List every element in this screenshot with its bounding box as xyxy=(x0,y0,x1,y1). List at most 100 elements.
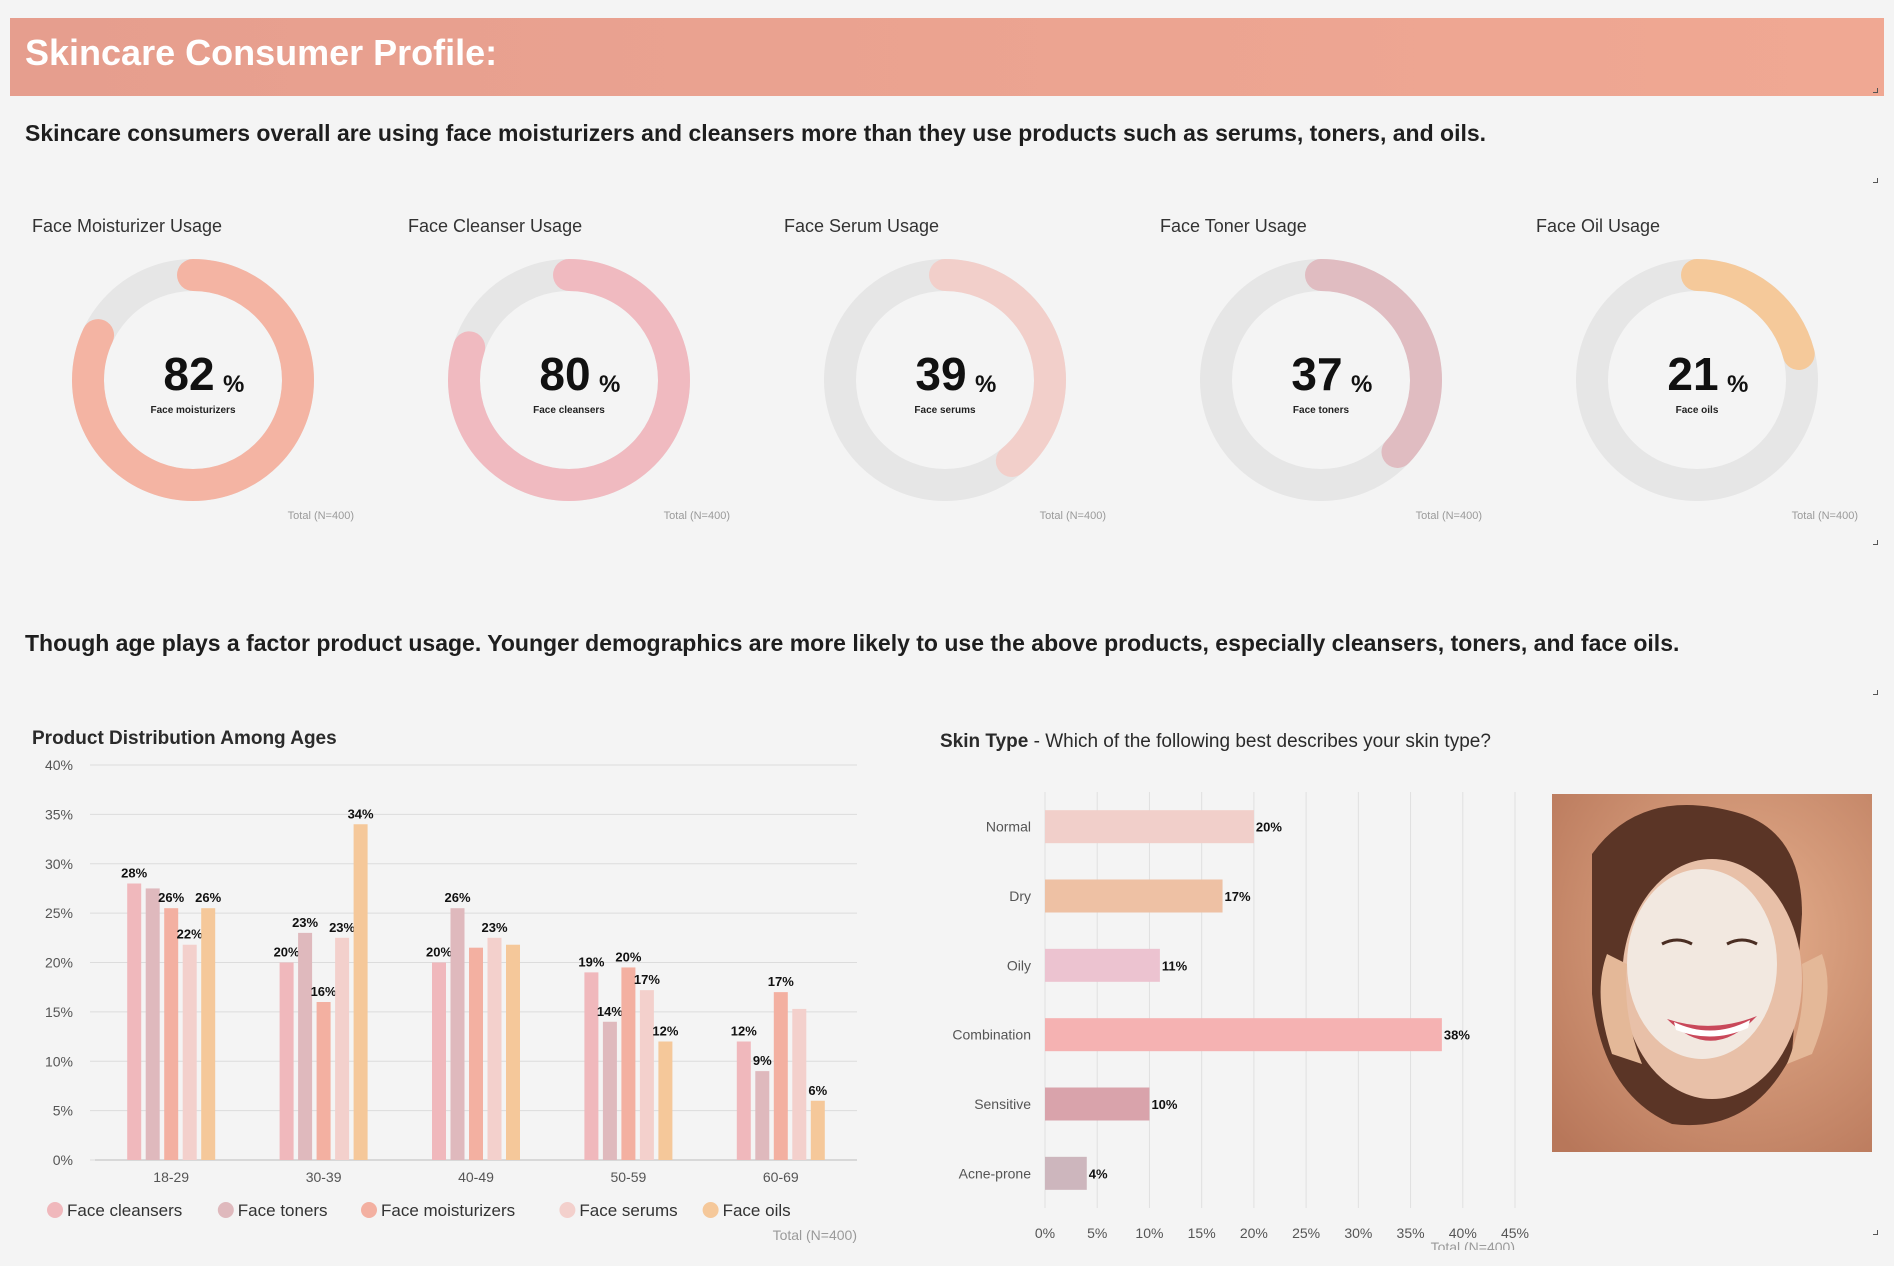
bar xyxy=(1045,810,1254,844)
category-label: Oily xyxy=(1007,957,1031,973)
bar xyxy=(1045,879,1223,913)
donut-label: Face cleansers xyxy=(533,405,605,416)
legend-swatch xyxy=(361,1202,377,1218)
donut-title: Face Serum Usage xyxy=(784,216,940,236)
donut-unit: % xyxy=(1351,371,1372,398)
corner-mark xyxy=(1873,178,1878,183)
donut-total: Total (N=400) xyxy=(287,510,354,522)
bar xyxy=(506,944,520,1160)
bar xyxy=(298,932,313,1160)
y-tick-label: 35% xyxy=(45,806,73,822)
bar xyxy=(335,937,350,1160)
bar xyxy=(658,1041,673,1160)
donut-label: Face moisturizers xyxy=(150,405,235,416)
donut-card: Face Moisturizer Usage 82% Face moisturize… xyxy=(32,210,372,540)
donut-unit: % xyxy=(599,371,620,398)
skin-chart-title-rest: - Which of the following best describes … xyxy=(1028,731,1491,752)
bar xyxy=(602,1021,617,1160)
legend-swatch xyxy=(559,1202,576,1218)
woman-cleansing-face-photo xyxy=(1552,794,1872,1152)
donut-arc xyxy=(72,259,314,501)
donut-total: Total (N=400) xyxy=(1415,510,1482,522)
bar-label: 14% xyxy=(597,1004,623,1019)
age-chart: 0% 5% 10% 15% 20% 25% 30% 35% 40% 28% 26% 22% 26% 18-… xyxy=(45,757,857,1243)
bar-label: 20% xyxy=(426,945,452,960)
bar xyxy=(736,1041,751,1160)
bar xyxy=(1045,948,1160,982)
x-tick-label: 50-59 xyxy=(610,1169,646,1185)
corner-mark xyxy=(1873,1230,1878,1235)
bar xyxy=(639,990,654,1160)
bar xyxy=(353,824,368,1160)
bar-label: 9% xyxy=(753,1053,772,1068)
bar xyxy=(584,972,599,1160)
corner-mark xyxy=(1873,88,1878,93)
y-tick-label: 10% xyxy=(45,1053,73,1069)
bar-label: 17% xyxy=(1225,889,1251,904)
skin-chart: 0% 5% 10% 15% 20% 25% 30% 35% 40% 45% Normal 20% Dry… xyxy=(952,792,1529,1250)
bar-label: 26% xyxy=(158,890,184,905)
category-label: Normal xyxy=(986,819,1031,835)
bar xyxy=(469,947,483,1160)
donut-value: 80 xyxy=(539,348,590,400)
skin-chart-title: Skin Type - Which of the following best … xyxy=(940,728,1500,756)
bar xyxy=(279,962,294,1160)
bar xyxy=(450,908,465,1160)
legend-label: Face toners xyxy=(238,1201,328,1220)
bar-label: 17% xyxy=(634,972,660,987)
x-tick-label: 5% xyxy=(1087,1225,1107,1241)
donut-label: Face serums xyxy=(914,405,976,416)
bar-label: 23% xyxy=(329,920,355,935)
donut-arc xyxy=(1200,259,1442,501)
donut-title: Face Oil Usage xyxy=(1536,216,1661,236)
bar xyxy=(201,908,216,1160)
donut-chart: 37 %Face toners xyxy=(1200,259,1442,501)
bar-label: 34% xyxy=(348,806,374,821)
x-tick-label: 10% xyxy=(1135,1225,1163,1241)
x-tick-label: 40% xyxy=(1449,1225,1477,1241)
x-tick-label: 30% xyxy=(1344,1225,1372,1241)
legend-swatch xyxy=(47,1202,63,1218)
header-banner: Skincare Consumer Profile: xyxy=(10,18,1884,96)
category-label: Combination xyxy=(952,1027,1031,1043)
bar-label: 22% xyxy=(177,927,203,942)
category-label: Sensitive xyxy=(974,1096,1031,1112)
donut-unit: % xyxy=(223,371,244,398)
x-tick-label: 0% xyxy=(1035,1225,1055,1241)
x-tick-label: 60-69 xyxy=(763,1169,799,1185)
donut-chart: 21 % Face oils xyxy=(1576,259,1818,501)
bar-label: 20% xyxy=(274,945,300,960)
donut-arc xyxy=(448,259,690,501)
donut-card: Face Toner Usage 37% Face toners Total (N=4… xyxy=(1160,210,1500,540)
bar xyxy=(487,937,502,1160)
bar-label: 26% xyxy=(444,890,470,905)
donut-chart: 82 % Face moisturizers xyxy=(72,259,314,501)
chart-total: Total (N=400) xyxy=(773,1227,857,1243)
bar xyxy=(621,967,636,1160)
donut-arc xyxy=(1576,259,1818,501)
page-title: Skincare Consumer Profile: xyxy=(25,32,498,73)
bar-label: 6% xyxy=(808,1083,827,1098)
bar-label: 28% xyxy=(121,866,147,881)
donut-card: Face Serum Usage 39% Face serums Total (N=4… xyxy=(784,210,1124,540)
headline-age: Though age plays a factor product usage.… xyxy=(25,630,1680,656)
y-tick-label: 5% xyxy=(53,1103,73,1119)
donut-value: 82 xyxy=(163,348,214,400)
bar xyxy=(127,883,142,1160)
x-tick-label: 18-29 xyxy=(153,1169,189,1185)
legend-label: Face serums xyxy=(579,1201,677,1220)
bar xyxy=(1045,1018,1442,1052)
bar xyxy=(773,992,788,1160)
category-label: Dry xyxy=(1009,888,1031,904)
bar-label: 4% xyxy=(1089,1166,1108,1181)
donut-label: Face toners xyxy=(1293,405,1350,416)
x-tick-label: 20% xyxy=(1240,1225,1268,1241)
bar-label: 10% xyxy=(1151,1097,1177,1112)
y-tick-label: 20% xyxy=(45,955,73,971)
x-tick-label: 40-49 xyxy=(458,1169,494,1185)
bar-label: 23% xyxy=(481,920,507,935)
x-tick-label: 25% xyxy=(1292,1225,1320,1241)
donut-title: Face Cleanser Usage xyxy=(408,216,583,236)
donut-title: Face Moisturizer Usage xyxy=(32,216,223,236)
category-label: Acne-prone xyxy=(959,1165,1032,1181)
